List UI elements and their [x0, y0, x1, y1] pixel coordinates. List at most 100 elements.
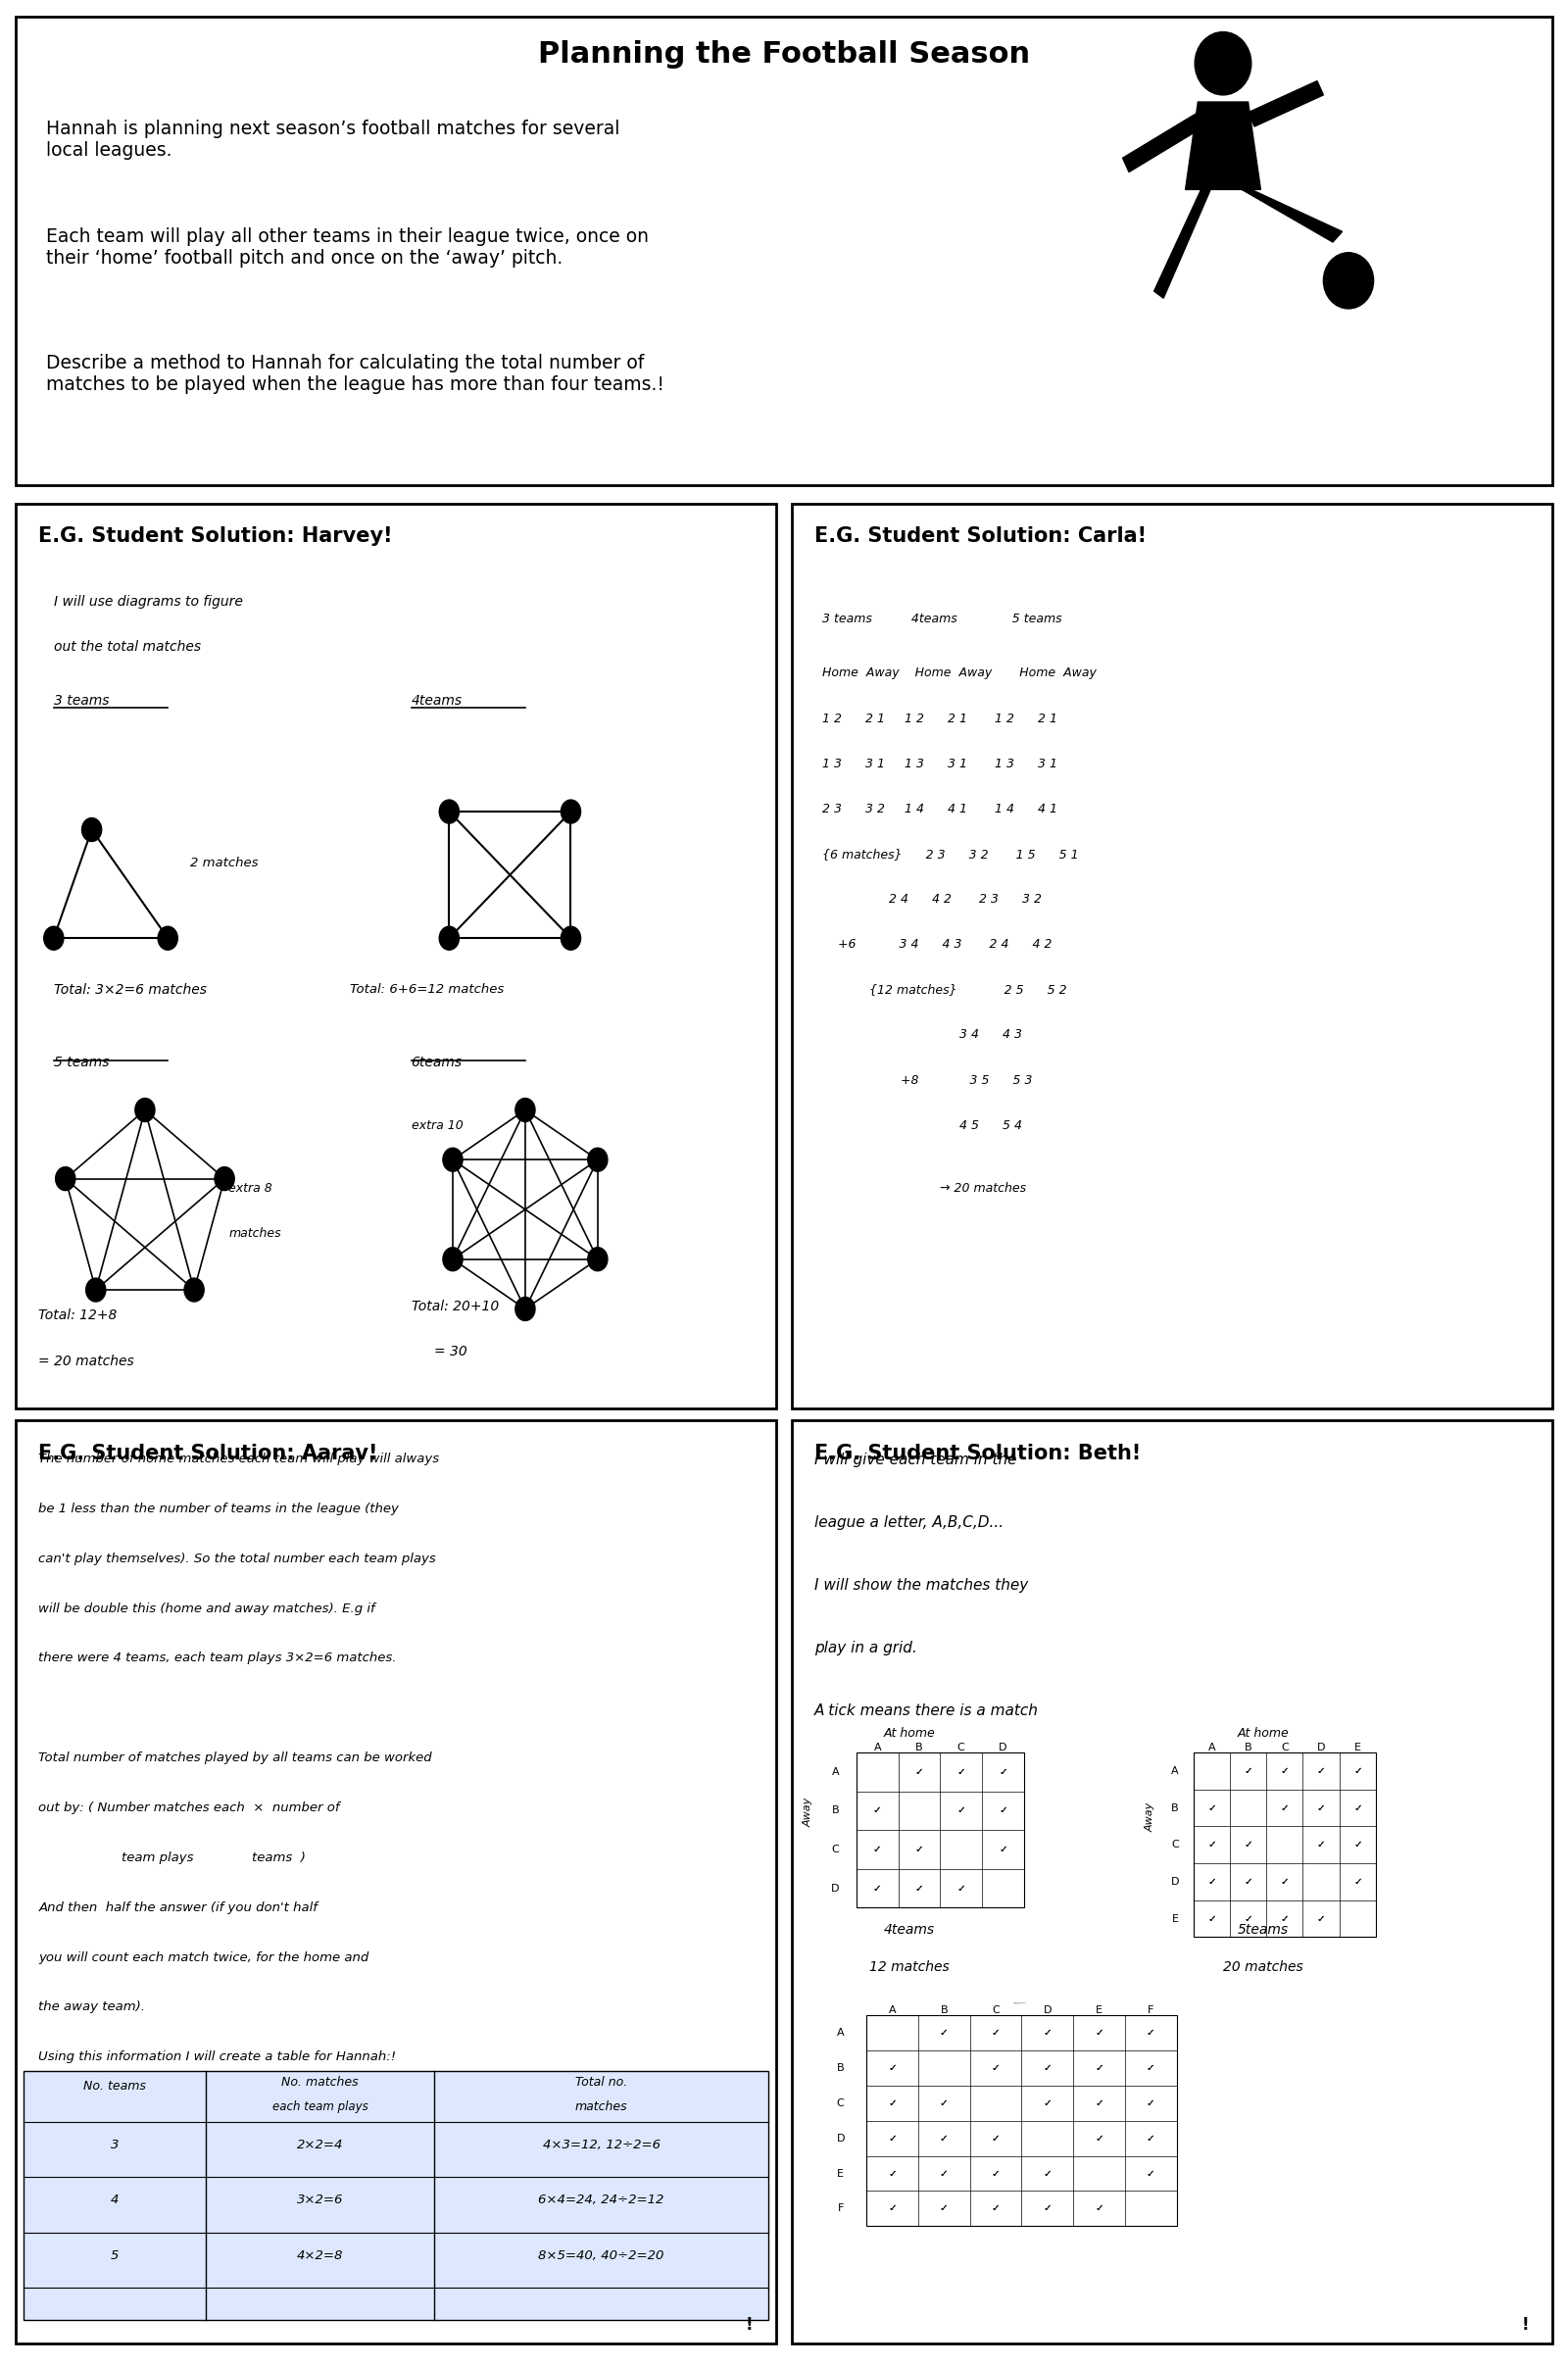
- Text: 4 5      5 4: 4 5 5 4: [822, 1120, 1022, 1131]
- Circle shape: [158, 925, 177, 949]
- Text: Away: Away: [803, 1797, 814, 1827]
- Text: {12 matches}            2 5      5 2: {12 matches} 2 5 5 2: [822, 982, 1066, 997]
- Text: ✓: ✓: [873, 1844, 881, 1853]
- Text: ✓: ✓: [1243, 1839, 1253, 1849]
- Polygon shape: [1248, 80, 1323, 125]
- Circle shape: [588, 1148, 607, 1172]
- Text: E.G. Student Solution: Carla!: E.G. Student Solution: Carla!: [815, 528, 1146, 547]
- Text: ✓: ✓: [1043, 2168, 1052, 2178]
- Text: 3×2=6: 3×2=6: [296, 2194, 343, 2206]
- Circle shape: [561, 925, 580, 949]
- Text: ✓: ✓: [939, 2029, 949, 2038]
- FancyBboxPatch shape: [16, 17, 1552, 485]
- Text: the away team).: the away team).: [39, 2000, 146, 2014]
- Text: = 20 matches: = 20 matches: [39, 1354, 135, 1368]
- Text: !: !: [1523, 2317, 1529, 2334]
- Text: 5teams: 5teams: [1237, 1924, 1289, 1936]
- Circle shape: [439, 925, 459, 949]
- Circle shape: [44, 925, 64, 949]
- Text: At home: At home: [884, 1726, 936, 1740]
- Text: ✓: ✓: [991, 2029, 1000, 2038]
- Text: F: F: [1148, 2005, 1154, 2017]
- Text: E.G. Student Solution: Beth!: E.G. Student Solution: Beth!: [815, 1444, 1142, 1463]
- Text: B: B: [1171, 1804, 1179, 1813]
- Text: extra 10: extra 10: [411, 1120, 463, 1131]
- Text: Hannah is planning next season’s football matches for several
local leagues.: Hannah is planning next season’s footbal…: [47, 121, 619, 161]
- Text: ✓: ✓: [1243, 1839, 1253, 1849]
- Text: ✓: ✓: [887, 2064, 897, 2073]
- Text: Total: 3×2=6 matches: Total: 3×2=6 matches: [53, 982, 207, 997]
- Text: ✓: ✓: [1281, 1877, 1289, 1886]
- Circle shape: [561, 800, 580, 824]
- Polygon shape: [1242, 189, 1342, 241]
- Text: ✓: ✓: [991, 2204, 1000, 2213]
- Text: ✓: ✓: [1094, 2029, 1104, 2038]
- Text: ✓: ✓: [939, 2204, 949, 2213]
- Text: ✓: ✓: [1317, 1915, 1325, 1924]
- Circle shape: [516, 1098, 535, 1122]
- Text: ✓: ✓: [1207, 1839, 1215, 1849]
- Text: ✓: ✓: [999, 1806, 1007, 1815]
- Text: ✓: ✓: [1207, 1804, 1215, 1813]
- Text: ✓: ✓: [873, 1884, 881, 1894]
- Text: ✓: ✓: [1146, 2133, 1156, 2142]
- Text: 2 4      4 2       2 3      3 2: 2 4 4 2 2 3 3 2: [822, 892, 1041, 907]
- Text: ✓: ✓: [1353, 1839, 1363, 1849]
- Text: At home: At home: [1237, 1726, 1289, 1740]
- Text: ✓: ✓: [1281, 1766, 1289, 1775]
- Text: 4×2=8: 4×2=8: [296, 2249, 343, 2263]
- Text: ✓: ✓: [1243, 1915, 1253, 1924]
- Text: And then  half the answer (if you don't half: And then half the answer (if you don't h…: [39, 1901, 318, 1915]
- Text: ✓: ✓: [1094, 2064, 1104, 2073]
- Text: +6           3 4      4 3       2 4      4 2: +6 3 4 4 3 2 4 4 2: [822, 937, 1052, 952]
- Text: 3: 3: [110, 2137, 119, 2152]
- Text: ✓: ✓: [939, 2204, 949, 2213]
- Text: 2 3      3 2     1 4      4 1       1 4      4 1: 2 3 3 2 1 4 4 1 1 4 4 1: [822, 802, 1057, 814]
- Text: !: !: [746, 2317, 753, 2334]
- Circle shape: [442, 1247, 463, 1271]
- Text: ✓: ✓: [991, 2029, 1000, 2038]
- Text: 1 2      2 1     1 2      2 1       1 2      2 1: 1 2 2 1 1 2 2 1 1 2 2 1: [822, 712, 1057, 724]
- Text: ✓: ✓: [873, 1844, 881, 1853]
- Text: A: A: [889, 2005, 895, 2017]
- Text: there were 4 teams, each team plays 3×2=6 matches.: there were 4 teams, each team plays 3×2=…: [39, 1652, 397, 1664]
- Text: Total number of matches played by all teams can be worked: Total number of matches played by all te…: [39, 1752, 433, 1763]
- Text: ✓: ✓: [1043, 2064, 1052, 2073]
- FancyBboxPatch shape: [856, 1752, 1024, 1908]
- Text: ✓: ✓: [991, 2064, 1000, 2073]
- Text: 2 matches: 2 matches: [191, 857, 259, 869]
- Text: ✓: ✓: [1207, 1877, 1215, 1886]
- Text: ✓: ✓: [991, 2168, 1000, 2178]
- Circle shape: [135, 1098, 155, 1122]
- Text: ✓: ✓: [1146, 2133, 1156, 2142]
- Circle shape: [1323, 253, 1374, 308]
- Text: ✓: ✓: [1094, 2133, 1104, 2142]
- Text: ✓: ✓: [1094, 2133, 1104, 2142]
- Text: Total no.: Total no.: [575, 2076, 627, 2088]
- Circle shape: [215, 1167, 234, 1191]
- Text: ✓: ✓: [1207, 1839, 1215, 1849]
- Text: ✓: ✓: [1043, 2204, 1052, 2213]
- Text: ✓: ✓: [1243, 1766, 1253, 1775]
- Text: ✓: ✓: [1146, 2064, 1156, 2073]
- Text: matches: matches: [229, 1228, 281, 1240]
- Circle shape: [82, 819, 102, 840]
- Text: ✓: ✓: [916, 1768, 924, 1778]
- Text: No. teams: No. teams: [83, 2081, 146, 2092]
- Text: ✓: ✓: [873, 1806, 881, 1815]
- Text: ✓: ✓: [1243, 1915, 1253, 1924]
- Text: ✓: ✓: [873, 1806, 881, 1815]
- Text: ✓: ✓: [1146, 2029, 1156, 2038]
- Text: ✓: ✓: [1207, 1915, 1215, 1924]
- Text: ✓: ✓: [1353, 1804, 1363, 1813]
- Text: A: A: [1207, 1742, 1215, 1752]
- Text: 4teams: 4teams: [411, 694, 463, 708]
- Text: C: C: [956, 1742, 964, 1752]
- Text: 1 3      3 1     1 3      3 1       1 3      3 1: 1 3 3 1 1 3 3 1 1 3 3 1: [822, 757, 1057, 769]
- Text: ✓: ✓: [1281, 1877, 1289, 1886]
- Text: Away: Away: [1146, 1801, 1156, 1832]
- Text: ✓: ✓: [1317, 1839, 1325, 1849]
- Text: 6×4=24, 24÷2=12: 6×4=24, 24÷2=12: [538, 2194, 665, 2206]
- Text: C: C: [837, 2100, 844, 2109]
- Text: each team plays: each team plays: [271, 2100, 368, 2114]
